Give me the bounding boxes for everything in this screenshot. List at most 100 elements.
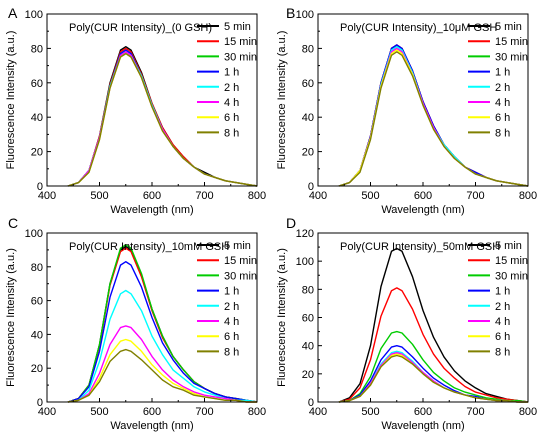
y-tick-label: 20 [302,147,314,159]
y-tick-label: 60 [302,78,314,90]
y-tick-label: 40 [302,341,314,353]
y-axis-label: Fluorescence Intensity (a.u.) [5,248,17,387]
x-axis-label: Wavelength (nm) [110,420,193,432]
legend-label: 4 h [495,316,510,328]
panel-letter: D [286,215,296,231]
legend-label: 15 min [224,255,257,267]
x-tick-label: 700 [195,406,213,418]
panel-letter: A [8,5,18,21]
series-line-8h [67,52,258,187]
legend-label: 2 h [224,301,239,313]
x-axis-label: Wavelength (nm) [381,204,464,216]
series-line-15min [338,287,529,403]
legend-label: 30 min [495,51,528,63]
legend-label: 15 min [224,36,257,48]
y-tick-label: 60 [31,296,43,308]
y-tick-label: 20 [302,369,314,381]
x-tick-label: 500 [90,406,108,418]
legend-label: 1 h [224,67,239,79]
y-tick-label: 120 [296,228,314,240]
legend-label: 2 h [224,82,239,94]
series-line-30min [338,330,529,403]
legend-label: 8 h [224,127,239,139]
y-axis-label: Fluorescence Intensity (a.u.) [5,31,17,170]
x-tick-label: 600 [143,190,161,202]
x-tick-label: 800 [519,406,537,418]
legend-label: 5 min [495,240,522,252]
legend-label: 4 h [224,97,239,109]
y-tick-label: 0 [37,397,43,409]
y-tick-label: 80 [302,284,314,296]
legend-label: 5 min [224,240,251,252]
panel-letter: C [8,215,18,231]
y-tick-label: 40 [31,112,43,124]
series-line-1h [67,261,258,403]
legend-label: 6 h [224,112,239,124]
x-tick-label: 500 [90,190,108,202]
x-tick-label: 600 [143,406,161,418]
legend-label: 5 min [224,21,251,33]
chart-panel-a: A 400 500 600 700 800 0 20 40 60 80 100 Wavelength (… [5,5,266,216]
legend-label: 4 h [495,97,510,109]
y-tick-label: 80 [31,262,43,274]
x-tick-label: 800 [519,190,537,202]
legend-label: 1 h [495,67,510,79]
x-tick-label: 500 [361,190,379,202]
legend-label: 15 min [495,36,528,48]
chart-panel-c: C 400 500 600 700 800 0 20 40 60 80 100 Wavelength (… [5,215,266,432]
y-tick-label: 60 [302,313,314,325]
x-axis-label: Wavelength (nm) [110,204,193,216]
x-tick-label: 400 [309,406,327,418]
x-axis-label: Wavelength (nm) [381,420,464,432]
legend-label: 5 min [495,21,522,33]
y-tick-label: 20 [31,363,43,375]
x-tick-label: 400 [38,190,56,202]
x-tick-label: 700 [466,190,484,202]
legend-label: 8 h [224,346,239,358]
x-tick-label: 600 [414,190,432,202]
chart-panel-d: D 400 500 600 700 800 0 20 40 60 80 100 120 Wavelengt… [276,215,537,432]
y-tick-label: 100 [296,9,314,21]
legend-label: 6 h [495,112,510,124]
series-line-8h [338,51,529,187]
y-tick-label: 100 [296,256,314,268]
y-axis-label: Fluorescence Intensity (a.u.) [276,248,288,387]
legend-label: 6 h [224,331,239,343]
series-line-4h [67,325,257,403]
x-tick-label: 400 [309,190,327,202]
y-tick-label: 0 [308,181,314,193]
legend-label: 15 min [495,255,528,267]
legend-label: 1 h [495,286,510,298]
legend-label: 4 h [224,316,239,328]
x-tick-label: 500 [361,406,379,418]
x-tick-label: 800 [248,406,266,418]
series-line-8h [338,354,528,403]
y-tick-label: 80 [31,43,43,55]
panel-title: Poly(CUR Intensity)_10μM GSH [340,22,497,34]
legend-label: 8 h [495,127,510,139]
panel-title: Poly(CUR Intensity)_10mM GSH [69,241,229,253]
panel-title: Poly(CUR Intensity)_(0 GSH) [69,22,212,34]
panel-title: Poly(CUR Intensity)_50mM GSH [340,241,500,253]
y-tick-label: 100 [25,9,43,21]
legend-label: 30 min [224,51,257,63]
y-tick-label: 0 [308,397,314,409]
panel-letter: B [286,5,295,21]
y-tick-label: 0 [37,181,43,193]
legend-label: 30 min [224,270,257,282]
y-tick-label: 100 [25,228,43,240]
legend-label: 30 min [495,270,528,282]
legend-label: 2 h [495,301,510,313]
y-axis-label: Fluorescence Intensity (a.u.) [276,31,288,170]
y-tick-label: 60 [31,78,43,90]
x-tick-label: 400 [38,406,56,418]
series-line-8h [67,348,257,403]
series-line-5min [338,247,529,403]
legend-label: 8 h [495,346,510,358]
x-tick-label: 700 [466,406,484,418]
legend-label: 2 h [495,82,510,94]
legend-label: 1 h [224,286,239,298]
y-tick-label: 80 [302,43,314,55]
y-tick-label: 40 [302,112,314,124]
